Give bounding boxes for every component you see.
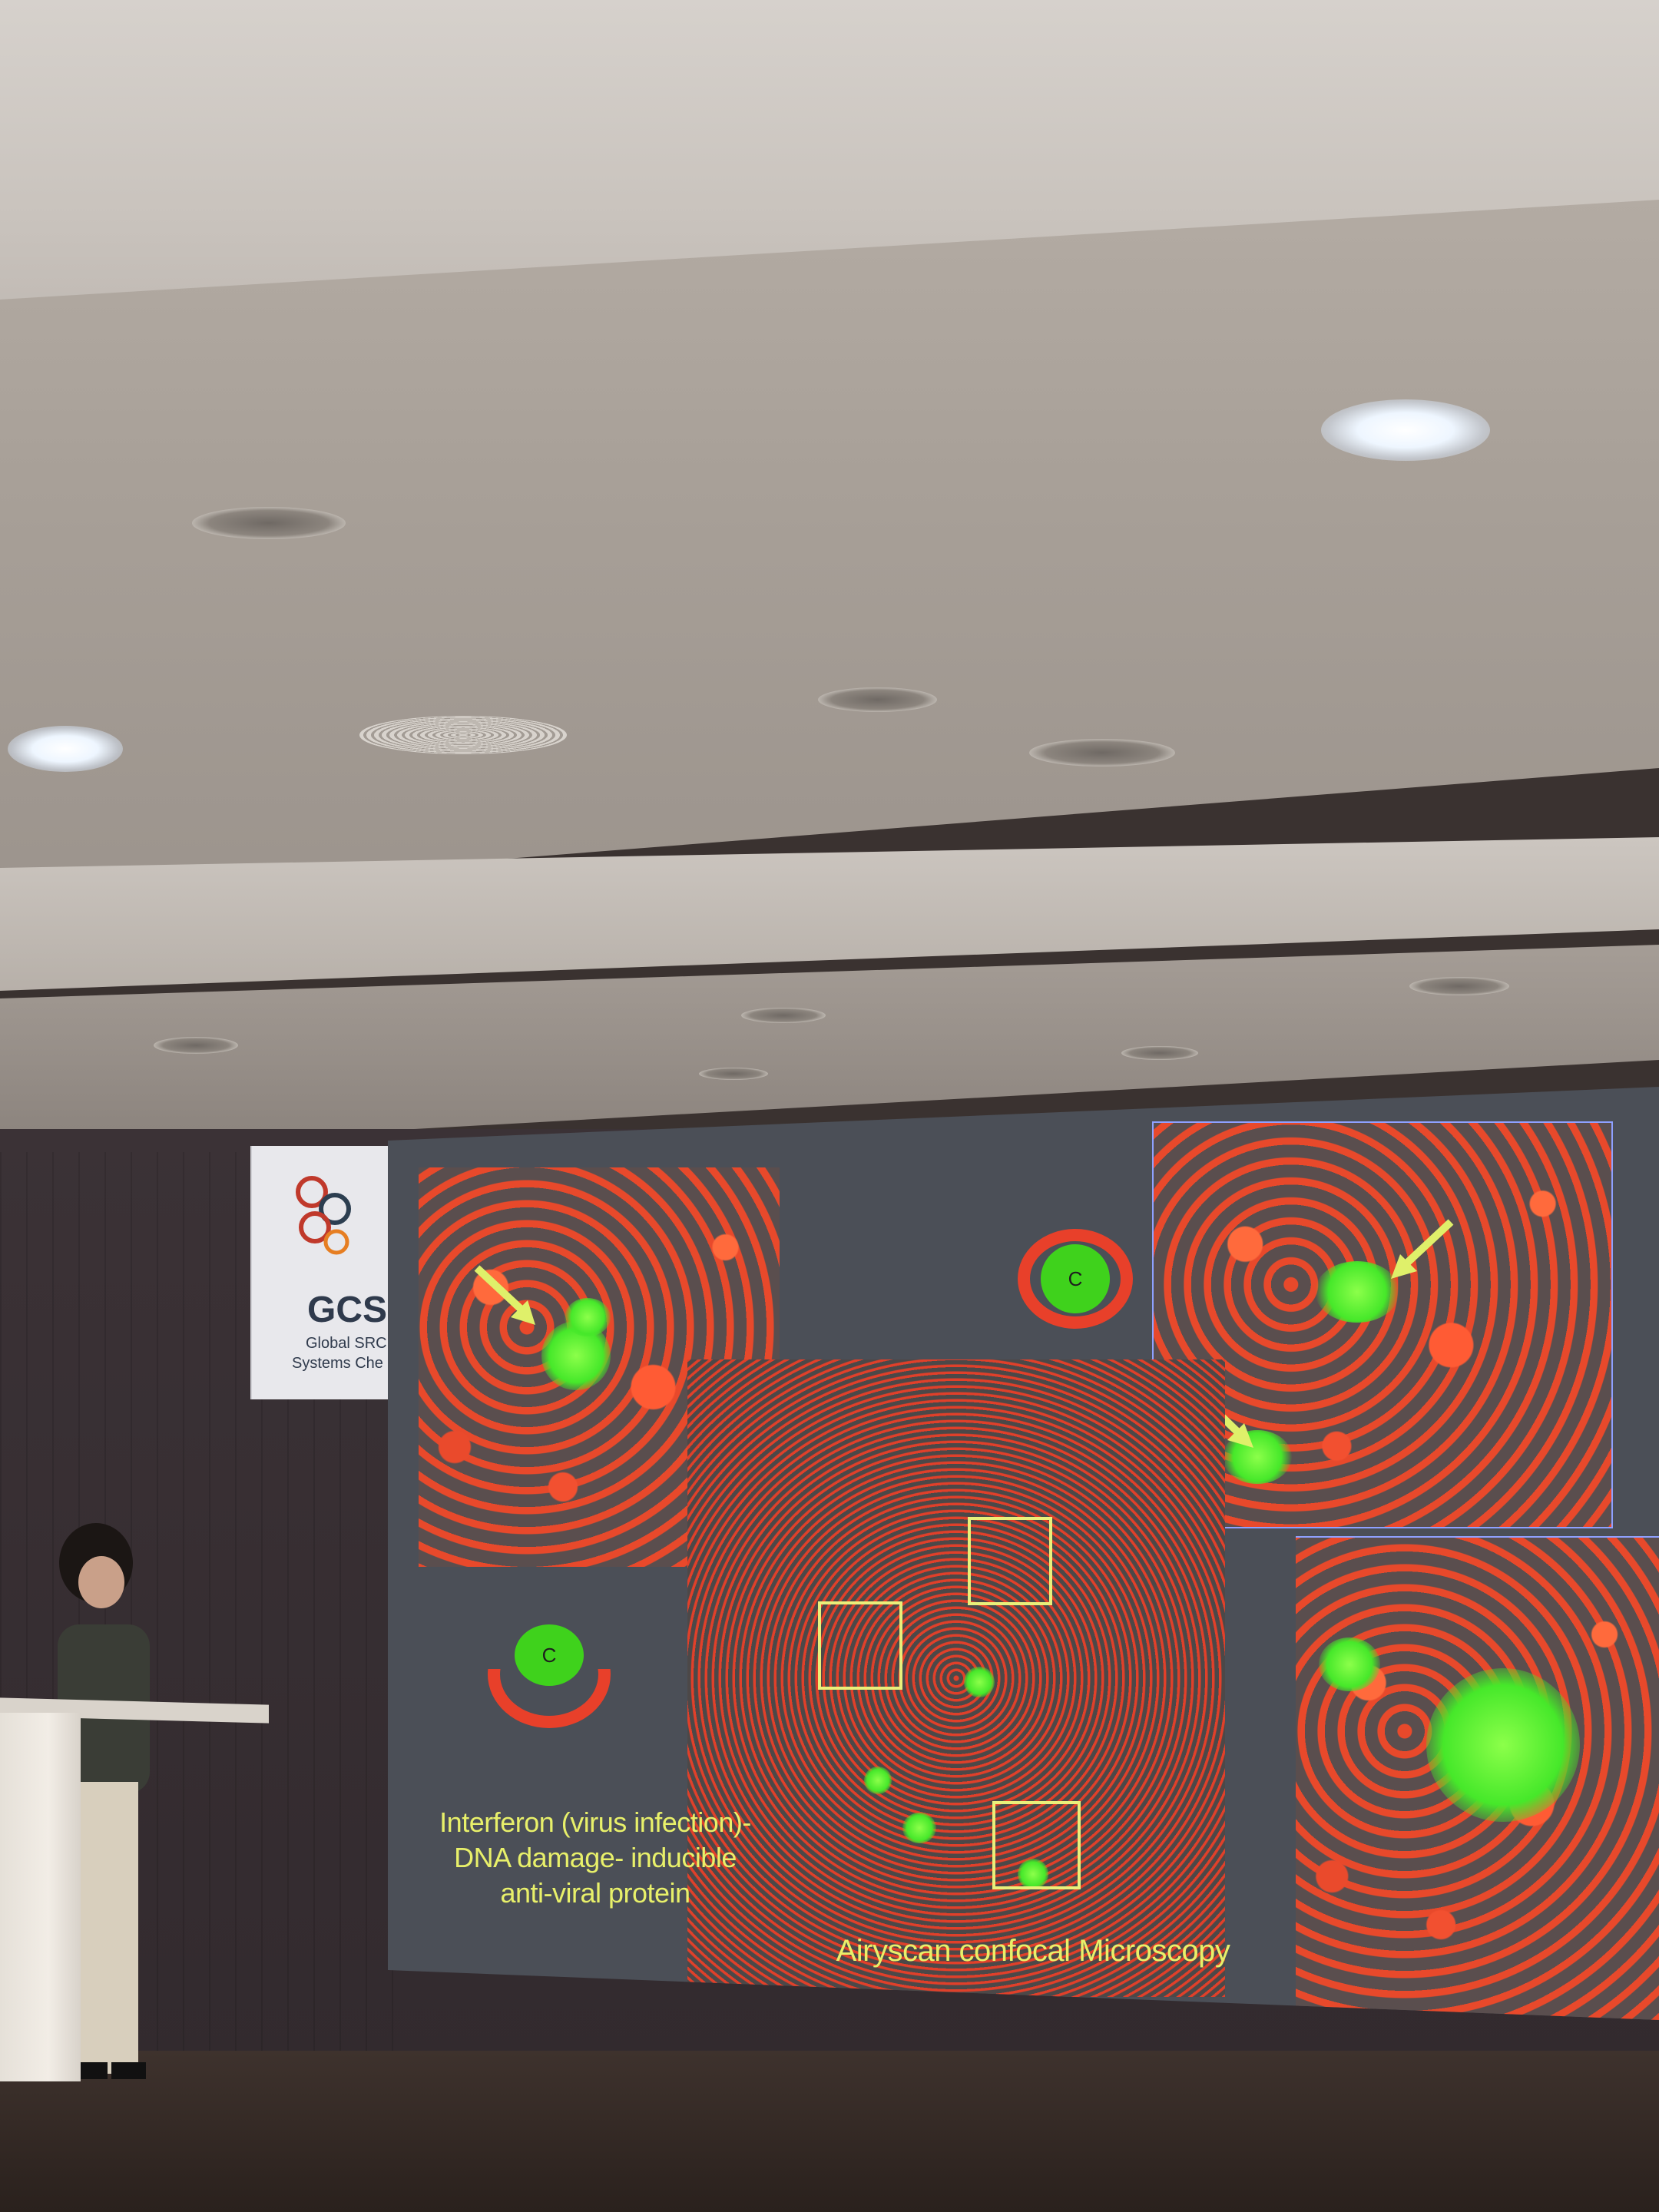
green-signal: [1018, 1859, 1048, 1889]
ceiling-light: [1121, 1046, 1198, 1060]
microscopy-zoom-panel: [1296, 1536, 1659, 2020]
slide-caption-bottom: Airyscan confocal Microscopy: [836, 1934, 1230, 1968]
roi-box: [992, 1801, 1081, 1889]
green-signal: [902, 1813, 936, 1843]
ceiling-light: [818, 687, 937, 712]
banner-logo-text: GCS: [307, 1290, 388, 1330]
ceiling-light: [8, 726, 123, 772]
slide-caption-left: Interferon (virus infection)- DNA damage…: [434, 1805, 757, 1911]
green-signal: [964, 1667, 995, 1697]
roi-box: [818, 1601, 902, 1690]
microscopy-zoom-panel: [1152, 1121, 1613, 1528]
air-diffuser: [359, 716, 567, 754]
banner-logo-icon: [296, 1176, 351, 1255]
ceiling-light: [699, 1068, 768, 1080]
ceiling-light: [1029, 739, 1175, 767]
event-banner: GCS Global SRC Systems Che: [250, 1146, 390, 1399]
ceiling-light: [741, 1008, 826, 1023]
projection-screen: C C Interferon (virus infection)- DNA da…: [388, 1087, 1659, 2020]
cell-diagram-icon: C: [515, 1624, 584, 1686]
cell-diagram-icon: C: [1041, 1244, 1110, 1313]
caption-line: DNA damage- inducible: [454, 1842, 737, 1873]
arrow-icon: [474, 1265, 535, 1325]
ceiling-light: [1321, 399, 1490, 461]
podium: [0, 1713, 81, 2081]
stage-floor: [0, 2051, 1659, 2212]
green-signal: [864, 1767, 892, 1794]
banner-line-2: Systems Che: [292, 1355, 383, 1372]
green-signal: [565, 1298, 611, 1336]
ceiling-light: [154, 1037, 238, 1054]
green-signal: [1426, 1668, 1580, 1822]
ceiling-light: [192, 507, 346, 539]
banner-line-1: Global SRC: [306, 1335, 387, 1352]
microscopy-overview-panel: [687, 1359, 1225, 1997]
caption-line: anti-viral protein: [500, 1877, 690, 1909]
ceiling-panel: [0, 200, 1659, 891]
green-signal: [1319, 1637, 1380, 1691]
caption-line: Interferon (virus infection)-: [439, 1806, 751, 1838]
roi-box: [968, 1517, 1052, 1605]
green-signal: [1315, 1261, 1399, 1323]
ceiling-light: [1409, 977, 1509, 995]
arrow-icon: [1391, 1219, 1454, 1279]
